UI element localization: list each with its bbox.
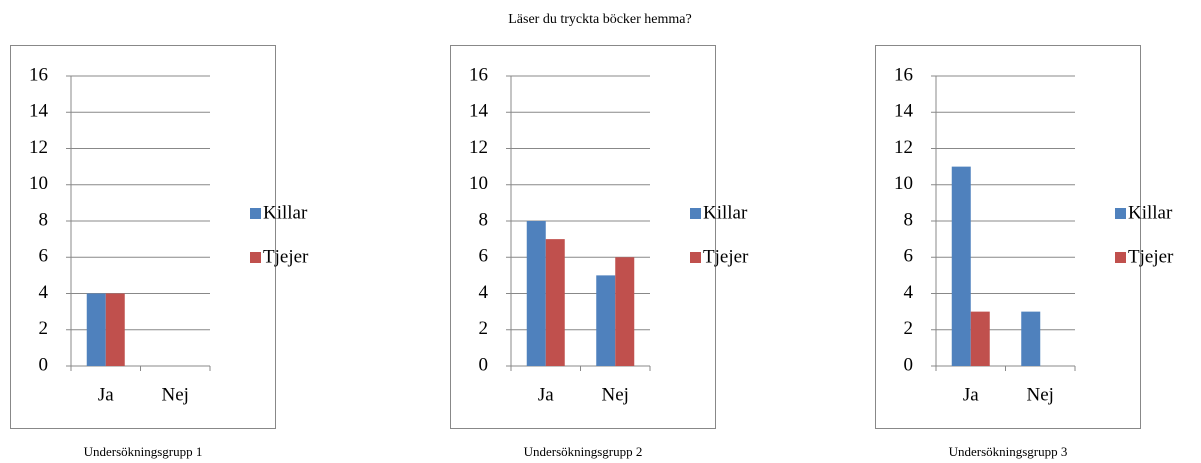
y-tick-label: 12 [29, 137, 48, 158]
legend-swatch [250, 208, 261, 219]
y-tick-label: 14 [469, 101, 489, 122]
legend-label: Tjejer [263, 246, 309, 267]
y-tick-label: 2 [479, 318, 489, 339]
legend-swatch [250, 252, 261, 263]
bar [105, 293, 125, 366]
y-tick-label: 10 [29, 173, 48, 194]
legend-label: Killar [703, 202, 748, 223]
y-tick-label: 10 [469, 173, 488, 194]
chart-frame [875, 45, 1141, 429]
bar [596, 275, 616, 366]
bar [1021, 311, 1041, 366]
legend-swatch [690, 208, 701, 219]
x-tick-label: Ja [963, 384, 979, 405]
chart-caption: Undersökningsgrupp 2 [524, 444, 643, 459]
y-tick-label: 14 [894, 101, 914, 122]
chart-caption: Undersökningsgrupp 1 [84, 444, 203, 459]
bar [615, 257, 635, 366]
bar [970, 311, 990, 366]
chart-caption: Undersökningsgrupp 3 [949, 444, 1068, 459]
bar [545, 239, 565, 366]
x-tick-label: Ja [98, 384, 114, 405]
y-tick-label: 16 [29, 64, 48, 85]
y-tick-label: 6 [39, 246, 49, 267]
y-tick-label: 16 [469, 64, 488, 85]
legend-label: Tjejer [1128, 246, 1174, 267]
y-tick-label: 16 [894, 64, 913, 85]
x-tick-label: Ja [538, 384, 554, 405]
page-title: Läser du tryckta böcker hemma? [508, 12, 691, 27]
y-tick-label: 0 [479, 354, 489, 375]
y-tick-label: 12 [469, 137, 488, 158]
y-tick-label: 8 [39, 209, 49, 230]
legend-swatch [1115, 252, 1126, 263]
legend-swatch [1115, 208, 1126, 219]
y-tick-label: 6 [904, 246, 914, 267]
legend-label: Killar [1128, 202, 1173, 223]
x-tick-label: Nej [162, 384, 189, 405]
y-tick-label: 6 [479, 246, 489, 267]
y-tick-label: 0 [39, 354, 49, 375]
y-tick-label: 0 [904, 354, 914, 375]
legend-swatch [690, 252, 701, 263]
y-tick-label: 12 [894, 137, 913, 158]
y-tick-label: 4 [904, 282, 914, 303]
bar [86, 293, 106, 366]
x-tick-label: Nej [602, 384, 629, 405]
y-tick-label: 4 [39, 282, 49, 303]
y-tick-label: 4 [479, 282, 489, 303]
bar [951, 166, 971, 366]
x-tick-label: Nej [1027, 384, 1054, 405]
y-tick-label: 14 [29, 101, 49, 122]
chart-frame [10, 45, 276, 429]
legend-label: Killar [263, 202, 308, 223]
y-tick-label: 8 [479, 209, 489, 230]
y-tick-label: 10 [894, 173, 913, 194]
y-tick-label: 2 [39, 318, 49, 339]
y-tick-label: 8 [904, 209, 914, 230]
bar [526, 221, 546, 366]
legend-label: Tjejer [703, 246, 749, 267]
chart-frame [450, 45, 716, 429]
y-tick-label: 2 [904, 318, 914, 339]
